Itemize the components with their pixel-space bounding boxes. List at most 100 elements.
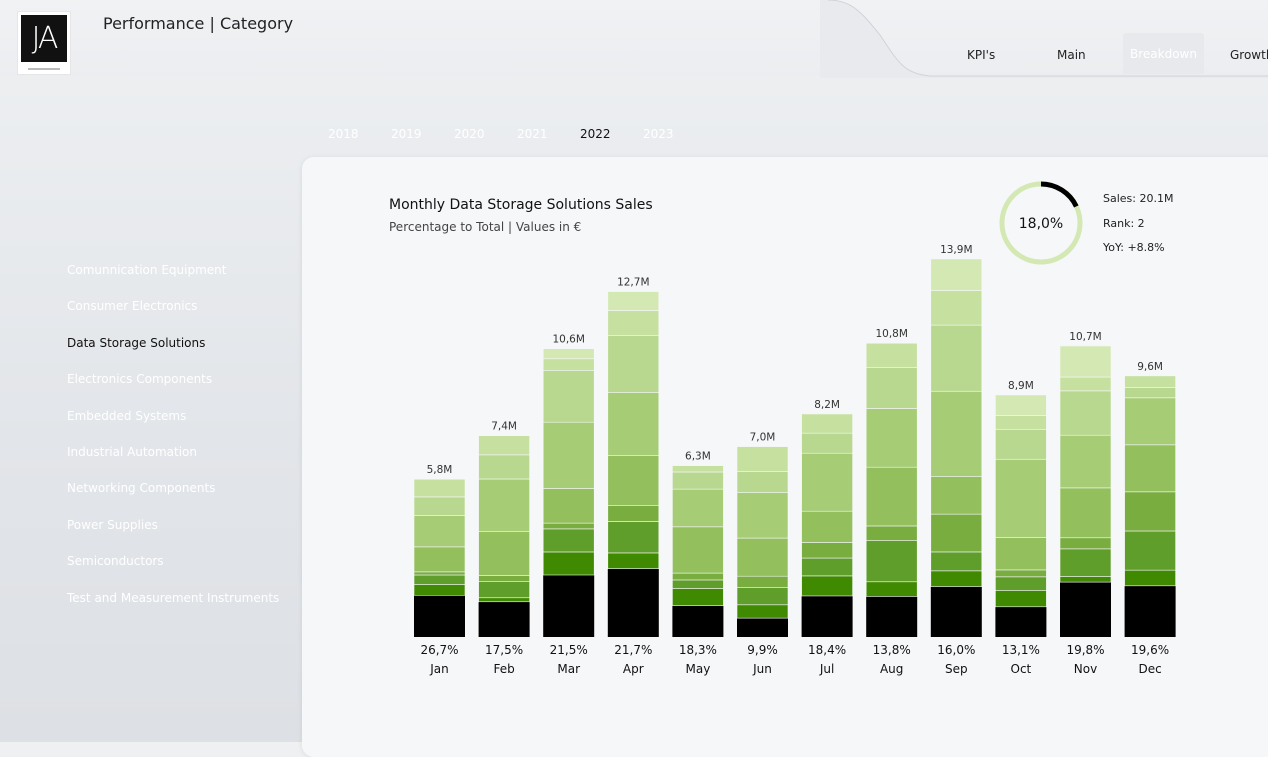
bar-segment-feb-7[interactable]	[478, 435, 530, 456]
bar-segment-feb-6[interactable]	[478, 454, 530, 480]
bar-segment-nov-3[interactable]	[1059, 537, 1112, 550]
bar-segment-aug-5[interactable]	[865, 408, 918, 468]
bar-segment-feb-4[interactable]	[478, 531, 530, 576]
bar-segment-apr-6[interactable]	[607, 335, 660, 393]
category-communication-equipment[interactable]: Comunnication Equipment	[67, 263, 227, 277]
bar-segment-jan-6[interactable]	[413, 496, 466, 516]
bar-segment-oct-5[interactable]	[995, 458, 1047, 538]
bar-segment-jul-4[interactable]	[801, 510, 853, 543]
bar-segment-nov-0[interactable]	[1060, 582, 1111, 637]
bar-segment-nov-4[interactable]	[1059, 487, 1112, 539]
bar-segment-apr-0[interactable]	[607, 568, 659, 637]
bar-segment-apr-5[interactable]	[607, 392, 660, 456]
bar-segment-aug-6[interactable]	[865, 367, 918, 409]
bar-segment-jul-5[interactable]	[801, 452, 853, 512]
bar-segment-sep-5[interactable]	[930, 390, 983, 477]
bar-segment-jun-6[interactable]	[736, 471, 789, 493]
tab-kpis[interactable]: KPI's	[967, 48, 996, 62]
bar-segment-jan-4[interactable]	[413, 546, 466, 573]
bar-segment-apr-3[interactable]	[607, 505, 660, 522]
bar-segment-aug-1[interactable]	[865, 581, 918, 597]
category-embedded-systems[interactable]: Embedded Systems	[67, 408, 187, 423]
category-semiconductors[interactable]: Semiconductors	[67, 554, 164, 569]
bar-segment-oct-1[interactable]	[995, 590, 1047, 608]
bar-segment-sep-4[interactable]	[930, 476, 983, 515]
bar-segment-jun-1[interactable]	[736, 604, 789, 619]
bar-segment-nov-1[interactable]	[1059, 576, 1112, 583]
bar-segment-apr-1[interactable]	[607, 552, 660, 569]
bar-segment-jan-0[interactable]	[414, 595, 465, 637]
category-data-storage-solutions[interactable]: Data Storage Solutions	[67, 335, 206, 350]
bar-segment-may-0[interactable]	[672, 605, 724, 637]
year-2021[interactable]: 2021	[517, 127, 548, 141]
bar-segment-jan-1[interactable]	[413, 584, 466, 596]
bar-segment-mar-7[interactable]	[542, 358, 595, 371]
bar-segment-apr-8[interactable]	[607, 291, 660, 311]
bar-segment-feb-0[interactable]	[478, 601, 530, 637]
bar-segment-sep-8[interactable]	[930, 258, 983, 291]
bar-segment-dec-5[interactable]	[1124, 397, 1176, 446]
bar-segment-mar-6[interactable]	[542, 370, 595, 423]
bar-segment-mar-3[interactable]	[542, 522, 595, 530]
bar-segment-dec-3[interactable]	[1124, 491, 1176, 532]
category-test-and-measurement[interactable]: Test and Measurement Instruments	[67, 590, 280, 605]
bar-segment-may-6[interactable]	[672, 471, 724, 490]
year-2020[interactable]: 2020	[454, 127, 485, 141]
tab-growth[interactable]: Growth	[1230, 48, 1268, 62]
bar-segment-sep-0[interactable]	[930, 586, 982, 637]
bar-segment-nov-5[interactable]	[1059, 434, 1112, 489]
tab-main[interactable]: Main	[1057, 48, 1086, 62]
bar-segment-jun-5[interactable]	[736, 492, 789, 539]
bar-segment-may-7[interactable]	[672, 465, 724, 473]
bar-segment-sep-7[interactable]	[930, 290, 983, 326]
category-consumer-electronics[interactable]: Consumer Electronics	[67, 299, 198, 314]
bar-segment-sep-6[interactable]	[930, 324, 983, 392]
bar-segment-oct-2[interactable]	[995, 576, 1047, 591]
bar-segment-jul-7[interactable]	[801, 413, 853, 434]
bar-segment-jan-3[interactable]	[413, 571, 466, 576]
bar-segment-jun-7[interactable]	[736, 446, 789, 472]
bar-segment-mar-1[interactable]	[542, 551, 595, 576]
bar-segment-oct-4[interactable]	[995, 537, 1047, 571]
bar-segment-jun-0[interactable]	[737, 618, 788, 637]
category-electronics-components[interactable]: Electronics Components	[67, 372, 213, 387]
bar-segment-dec-0[interactable]	[1124, 585, 1176, 637]
year-2022[interactable]: 2022	[580, 127, 611, 141]
bar-segment-may-1[interactable]	[672, 588, 724, 606]
bar-segment-aug-4[interactable]	[865, 466, 918, 527]
bar-segment-jan-2[interactable]	[413, 574, 466, 585]
bar-segment-may-5[interactable]	[672, 488, 724, 528]
bar-segment-apr-4[interactable]	[607, 455, 660, 506]
bar-segment-sep-3[interactable]	[930, 513, 983, 553]
bar-segment-oct-8[interactable]	[995, 394, 1047, 416]
bar-segment-jun-2[interactable]	[736, 587, 789, 606]
bar-segment-feb-5[interactable]	[478, 478, 530, 532]
tab-breakdown[interactable]: Breakdown	[1123, 33, 1204, 74]
bar-segment-aug-3[interactable]	[865, 525, 918, 541]
bar-segment-mar-4[interactable]	[542, 488, 595, 524]
bar-segment-oct-0[interactable]	[995, 606, 1047, 637]
bar-segment-jun-4[interactable]	[736, 537, 789, 577]
bar-segment-dec-1[interactable]	[1124, 569, 1176, 587]
bar-segment-apr-2[interactable]	[607, 521, 660, 554]
bar-segment-jul-1[interactable]	[801, 575, 853, 597]
bar-segment-jul-3[interactable]	[801, 542, 853, 559]
category-networking-components[interactable]: Networking Components	[67, 481, 216, 496]
bar-segment-may-4[interactable]	[672, 526, 724, 574]
year-2023[interactable]: 2023	[643, 127, 674, 141]
bar-segment-aug-2[interactable]	[865, 540, 918, 583]
bar-segment-mar-0[interactable]	[543, 575, 595, 637]
year-2018[interactable]: 2018	[328, 127, 359, 141]
bar-segment-nov-7[interactable]	[1059, 376, 1112, 392]
bar-segment-jul-2[interactable]	[801, 557, 853, 577]
bar-segment-dec-6[interactable]	[1124, 387, 1176, 399]
bar-segment-dec-7[interactable]	[1124, 375, 1176, 388]
category-industrial-automation[interactable]: Industrial Automation	[67, 444, 197, 459]
bar-segment-mar-5[interactable]	[542, 421, 595, 489]
bar-segment-mar-2[interactable]	[542, 528, 595, 553]
bar-segment-jan-5[interactable]	[413, 515, 466, 548]
bar-segment-nov-6[interactable]	[1059, 390, 1112, 436]
bar-segment-nov-2[interactable]	[1059, 548, 1112, 577]
bar-segment-nov-8[interactable]	[1059, 345, 1112, 378]
bar-segment-jan-7[interactable]	[413, 478, 466, 498]
